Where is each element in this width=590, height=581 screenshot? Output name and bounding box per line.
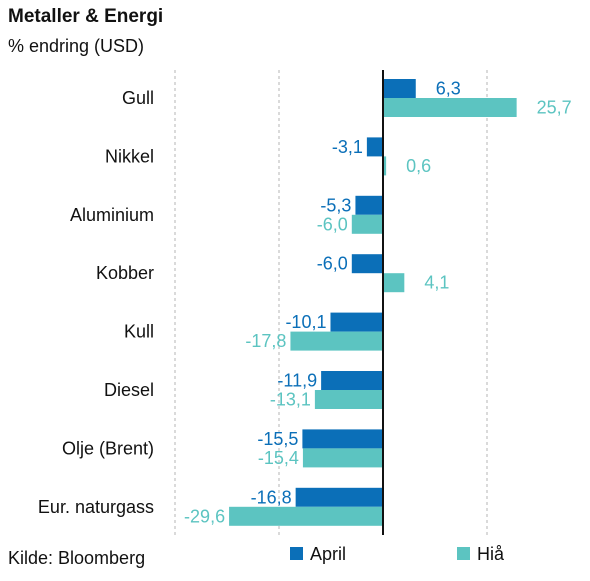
bar-hia — [383, 156, 387, 176]
data-label-hia: -6,0 — [317, 214, 348, 234]
data-label-hia: -13,1 — [270, 390, 311, 410]
chart-title: Metaller & Energi — [8, 6, 164, 27]
bar-hia — [229, 506, 383, 526]
bar-april — [355, 195, 383, 215]
data-label-april: 6,3 — [436, 79, 461, 99]
bar-april — [330, 312, 383, 332]
data-label-hia: 0,6 — [406, 156, 431, 176]
bar-hia — [383, 273, 405, 293]
data-label-april: -11,9 — [277, 371, 317, 391]
bar-hia — [351, 214, 383, 234]
data-label-hia: -17,8 — [245, 331, 286, 351]
legend-hia-label: Hiå — [477, 544, 505, 564]
category-label: Gull — [122, 88, 154, 108]
data-label-april: -15,5 — [257, 429, 298, 449]
category-label: Diesel — [104, 380, 154, 400]
chart-subtitle: % endring (USD) — [8, 36, 145, 56]
bar-april — [383, 79, 416, 98]
data-label-hia: -29,6 — [184, 506, 225, 526]
legend-april-label: April — [310, 544, 346, 564]
data-label-april: -5,3 — [320, 195, 351, 215]
bar-april — [295, 487, 383, 507]
data-label-april: -10,1 — [285, 312, 326, 332]
bar-hia — [383, 98, 517, 117]
legend-april-swatch — [290, 547, 303, 560]
data-label-hia: 25,7 — [537, 98, 572, 118]
category-label: Kull — [124, 322, 154, 342]
bar-april — [351, 254, 383, 274]
bar-hia — [290, 331, 383, 351]
bar-april — [366, 137, 383, 157]
data-label-hia: -15,4 — [258, 448, 299, 468]
source-note: Kilde: Bloomberg — [8, 548, 146, 568]
data-label-april: -16,8 — [251, 487, 292, 507]
category-label: Olje (Brent) — [62, 438, 154, 458]
data-label-april: -6,0 — [317, 254, 348, 274]
bar-hia — [302, 448, 383, 468]
category-label: Nikkel — [105, 146, 154, 166]
category-label: Aluminium — [70, 205, 154, 225]
category-label: Eur. naturgass — [38, 497, 154, 517]
bar-april — [321, 371, 383, 390]
bar-april — [302, 429, 383, 449]
data-label-hia: 4,1 — [424, 273, 449, 293]
legend-hia-swatch — [457, 547, 470, 560]
category-label: Kobber — [96, 263, 154, 283]
data-label-april: -3,1 — [332, 137, 363, 157]
bar-hia — [314, 390, 383, 409]
